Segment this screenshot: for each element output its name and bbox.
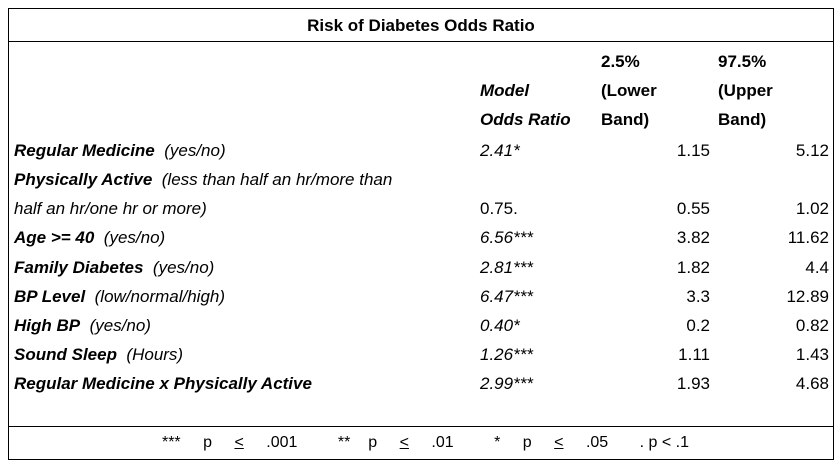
upper-band: 1.43 bbox=[795, 345, 829, 364]
model-odds-ratio: 6.56*** bbox=[480, 228, 533, 247]
lower-band: 0.2 bbox=[686, 316, 710, 335]
lower-band: 1.93 bbox=[676, 374, 710, 393]
row-label: Regular Medicine x Physically Active bbox=[14, 374, 312, 393]
lower-band: 1.82 bbox=[676, 258, 710, 277]
upper-band: 1.02 bbox=[795, 199, 829, 218]
sig-05: * p < .05 bbox=[494, 434, 609, 451]
lower-band: 3.3 bbox=[686, 287, 710, 306]
upper-band: 4.68 bbox=[795, 374, 829, 393]
row-label: half an hr/one hr or more) bbox=[14, 199, 207, 218]
model-odds-ratio: 1.26*** bbox=[480, 345, 533, 364]
table-row: half an hr/one hr or more) 0.75. 0.55 1.… bbox=[9, 194, 833, 223]
table-row: Family Diabetes (yes/no) 2.81*** 1.82 4.… bbox=[9, 253, 833, 282]
model-odds-ratio: 2.99*** bbox=[480, 374, 533, 393]
upper-band: 4.4 bbox=[805, 258, 829, 277]
upper-band: 0.82 bbox=[795, 316, 829, 335]
upper-band: 12.89 bbox=[786, 287, 829, 306]
header-lower-line3: Band) bbox=[601, 110, 650, 129]
row-label: Age >= 40 (yes/no) bbox=[14, 228, 166, 247]
lower-band: 1.11 bbox=[678, 345, 710, 364]
table-row: High BP (yes/no) 0.40* 0.2 0.82 bbox=[9, 311, 833, 340]
upper-band: 5.12 bbox=[795, 141, 829, 160]
header-model-line1: Model bbox=[480, 81, 530, 100]
model-odds-ratio: 6.47*** bbox=[480, 287, 533, 306]
model-odds-ratio: 2.81*** bbox=[480, 258, 533, 277]
sig-01: ** p < .01 bbox=[337, 434, 454, 451]
header-upper-line2: (Upper bbox=[718, 81, 773, 100]
lower-band: 1.15 bbox=[676, 141, 710, 160]
sig-001: *** p < .001 bbox=[161, 434, 298, 451]
table-title: Risk of Diabetes Odds Ratio bbox=[9, 9, 833, 42]
row-label: BP Level (low/normal/high) bbox=[14, 287, 226, 306]
header-lower-line2: (Lower bbox=[601, 81, 657, 100]
odds-ratio-table: Risk of Diabetes Odds Ratio Model Odds R… bbox=[8, 8, 834, 460]
lower-band: 3.82 bbox=[676, 228, 710, 247]
row-label: Physically Active (less than half an hr/… bbox=[14, 170, 393, 189]
significance-footnote: *** p < .001 ** p < .01 * p < .05 . p < .… bbox=[9, 426, 833, 459]
table-row: Regular Medicine x Physically Active 2.9… bbox=[9, 369, 833, 398]
model-odds-ratio: 0.40* bbox=[480, 316, 520, 335]
sig-1: . p < .1 bbox=[639, 434, 690, 451]
table-row: Regular Medicine (yes/no) 2.41* 1.15 5.1… bbox=[9, 136, 833, 165]
model-odds-ratio: 2.41* bbox=[480, 141, 520, 160]
table-row: Physically Active (less than half an hr/… bbox=[9, 165, 833, 194]
row-label: Sound Sleep (Hours) bbox=[14, 345, 184, 364]
lower-band: 0.55 bbox=[676, 199, 710, 218]
row-label: High BP (yes/no) bbox=[14, 316, 151, 335]
header-lower-line1: 2.5% bbox=[601, 52, 640, 71]
table-row: BP Level (low/normal/high) 6.47*** 3.3 1… bbox=[9, 282, 833, 311]
row-label: Family Diabetes (yes/no) bbox=[14, 258, 215, 277]
table-row: Sound Sleep (Hours) 1.26*** 1.11 1.43 bbox=[9, 340, 833, 369]
table-row: Age >= 40 (yes/no) 6.56*** 3.82 11.62 bbox=[9, 223, 833, 252]
header-model-line2: Odds Ratio bbox=[480, 110, 571, 129]
header-upper-line1: 97.5% bbox=[718, 52, 767, 71]
model-odds-ratio: 0.75. bbox=[480, 199, 518, 218]
row-label: Regular Medicine (yes/no) bbox=[14, 141, 226, 160]
upper-band: 11.62 bbox=[787, 228, 829, 247]
header-upper-line3: Band) bbox=[718, 110, 767, 129]
